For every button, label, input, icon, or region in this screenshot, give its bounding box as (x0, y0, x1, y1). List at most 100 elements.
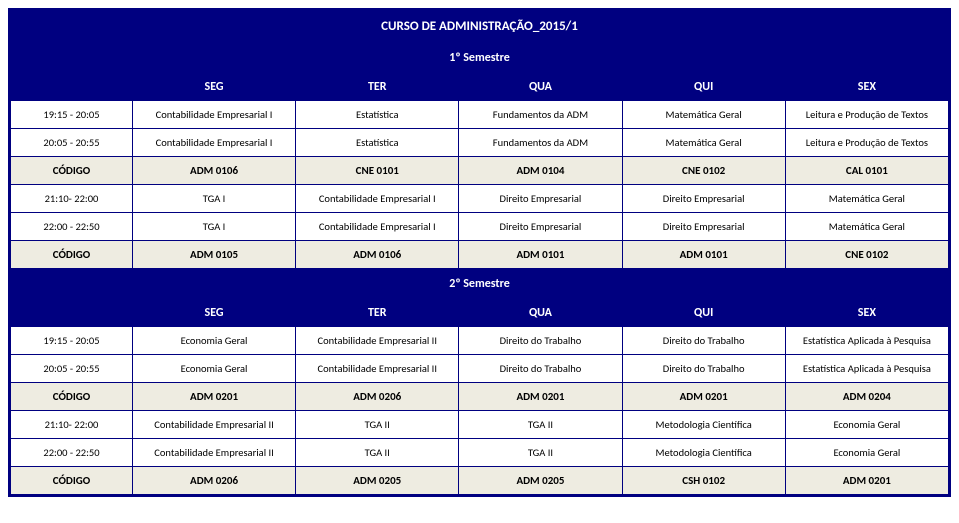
cell: Leitura e Produção de Textos (785, 129, 948, 157)
cell: Economia Geral (132, 355, 295, 383)
day-qua: QUA (459, 74, 622, 101)
cell: Economia Geral (132, 327, 295, 355)
code-cell: CNE 0102 (785, 241, 948, 269)
schedule-table: CURSO DE ADMINISTRAÇÃO_2015/1 1º Semestr… (10, 10, 949, 495)
schedule-container: CURSO DE ADMINISTRAÇÃO_2015/1 1º Semestr… (8, 8, 951, 497)
semester-2-label: 2º Semestre (11, 269, 949, 300)
table-row: 21:10- 22:00 TGA I Contabilidade Empresa… (11, 185, 949, 213)
cell: Economia Geral (785, 411, 948, 439)
day-sex: SEX (785, 74, 948, 101)
code-cell: ADM 0101 (459, 241, 622, 269)
code-row: CÓDIGO ADM 0105 ADM 0106 ADM 0101 ADM 01… (11, 241, 949, 269)
code-cell: ADM 0201 (785, 467, 948, 495)
cell: Estatística Aplicada à Pesquisa (785, 327, 948, 355)
time-cell: 22:00 - 22:50 (11, 213, 133, 241)
code-cell: ADM 0101 (622, 241, 785, 269)
table-row: 19:15 - 20:05 Economia Geral Contabilida… (11, 327, 949, 355)
table-row: 20:05 - 20:55 Contabilidade Empresarial … (11, 129, 949, 157)
semester-2-row: 2º Semestre (11, 269, 949, 300)
table-row: 19:15 - 20:05 Contabilidade Empresarial … (11, 101, 949, 129)
code-cell: ADM 0104 (459, 157, 622, 185)
cell: Estatística (296, 129, 459, 157)
cell: Contabilidade Empresarial II (132, 411, 295, 439)
table-row: 22:00 - 22:50 TGA I Contabilidade Empres… (11, 213, 949, 241)
cell: Contabilidade Empresarial II (296, 327, 459, 355)
day-qui: QUI (622, 300, 785, 327)
code-cell: ADM 0201 (459, 383, 622, 411)
cell: Leitura e Produção de Textos (785, 101, 948, 129)
day-seg: SEG (132, 74, 295, 101)
day-qui: QUI (622, 74, 785, 101)
cell: Matemática Geral (785, 213, 948, 241)
days-header-row: SEG TER QUA QUI SEX (11, 300, 949, 327)
table-row: 21:10- 22:00 Contabilidade Empresarial I… (11, 411, 949, 439)
code-cell: ADM 0205 (459, 467, 622, 495)
code-cell: ADM 0106 (296, 241, 459, 269)
cell: Direito do Trabalho (622, 355, 785, 383)
cell: Contabilidade Empresarial I (132, 129, 295, 157)
cell: Metodologia Científica (622, 411, 785, 439)
cell: Direito Empresarial (622, 185, 785, 213)
cell: Direito do Trabalho (459, 327, 622, 355)
code-cell: ADM 0106 (132, 157, 295, 185)
day-blank (11, 300, 133, 327)
code-row: CÓDIGO ADM 0106 CNE 0101 ADM 0104 CNE 01… (11, 157, 949, 185)
cell: Fundamentos da ADM (459, 101, 622, 129)
code-cell: CNE 0101 (296, 157, 459, 185)
day-seg: SEG (132, 300, 295, 327)
cell: Contabilidade Empresarial I (296, 185, 459, 213)
time-cell: 21:10- 22:00 (11, 411, 133, 439)
table-row: 20:05 - 20:55 Economia Geral Contabilida… (11, 355, 949, 383)
course-title-row: CURSO DE ADMINISTRAÇÃO_2015/1 (11, 11, 949, 43)
cell: Matemática Geral (622, 129, 785, 157)
code-cell: ADM 0204 (785, 383, 948, 411)
code-row: CÓDIGO ADM 0206 ADM 0205 ADM 0205 CSH 01… (11, 467, 949, 495)
cell: Contabilidade Empresarial II (296, 355, 459, 383)
semester-1-label: 1º Semestre (11, 43, 949, 74)
cell: Direito Empresarial (459, 185, 622, 213)
cell: Contabilidade Empresarial I (296, 213, 459, 241)
code-row: CÓDIGO ADM 0201 ADM 0206 ADM 0201 ADM 02… (11, 383, 949, 411)
code-cell: CAL 0101 (785, 157, 948, 185)
cell: TGA II (459, 439, 622, 467)
time-cell: 19:15 - 20:05 (11, 101, 133, 129)
code-label: CÓDIGO (11, 157, 133, 185)
cell: Fundamentos da ADM (459, 129, 622, 157)
cell: TGA II (296, 411, 459, 439)
cell: TGA I (132, 185, 295, 213)
cell: Direito Empresarial (459, 213, 622, 241)
time-cell: 20:05 - 20:55 (11, 355, 133, 383)
semester-1-row: 1º Semestre (11, 43, 949, 74)
time-cell: 19:15 - 20:05 (11, 327, 133, 355)
code-cell: CSH 0102 (622, 467, 785, 495)
code-cell: CNE 0102 (622, 157, 785, 185)
cell: Direito Empresarial (622, 213, 785, 241)
day-qua: QUA (459, 300, 622, 327)
code-label: CÓDIGO (11, 467, 133, 495)
time-cell: 21:10- 22:00 (11, 185, 133, 213)
cell: TGA II (459, 411, 622, 439)
day-blank (11, 74, 133, 101)
cell: Direito do Trabalho (459, 355, 622, 383)
code-cell: ADM 0206 (132, 467, 295, 495)
days-header-row: SEG TER QUA QUI SEX (11, 74, 949, 101)
cell: Estatística (296, 101, 459, 129)
table-row: 22:00 - 22:50 Contabilidade Empresarial … (11, 439, 949, 467)
cell: TGA I (132, 213, 295, 241)
course-title: CURSO DE ADMINISTRAÇÃO_2015/1 (11, 11, 949, 43)
day-sex: SEX (785, 300, 948, 327)
code-cell: ADM 0201 (132, 383, 295, 411)
code-label: CÓDIGO (11, 241, 133, 269)
cell: Direito do Trabalho (622, 327, 785, 355)
cell: Contabilidade Empresarial I (132, 101, 295, 129)
day-ter: TER (296, 300, 459, 327)
code-cell: ADM 0105 (132, 241, 295, 269)
code-label: CÓDIGO (11, 383, 133, 411)
code-cell: ADM 0205 (296, 467, 459, 495)
cell: TGA II (296, 439, 459, 467)
cell: Estatística Aplicada à Pesquisa (785, 355, 948, 383)
time-cell: 22:00 - 22:50 (11, 439, 133, 467)
day-ter: TER (296, 74, 459, 101)
cell: Economia Geral (785, 439, 948, 467)
code-cell: ADM 0201 (622, 383, 785, 411)
